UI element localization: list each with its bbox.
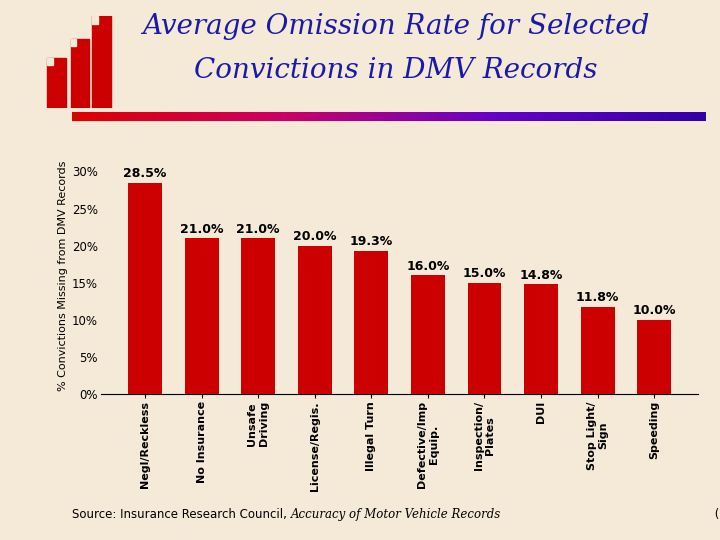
Bar [92, 16, 98, 24]
Text: Accuracy of Motor Vehicle Records: Accuracy of Motor Vehicle Records [291, 508, 501, 521]
Text: Convictions in DMV Records: Convictions in DMV Records [194, 57, 598, 84]
Text: Average Omission Rate for Selected: Average Omission Rate for Selected [143, 14, 649, 40]
Text: 28.5%: 28.5% [123, 167, 166, 180]
Text: 16.0%: 16.0% [406, 260, 449, 273]
Text: 21.0%: 21.0% [236, 222, 280, 235]
Bar [298, 246, 332, 394]
Text: 15.0%: 15.0% [463, 267, 506, 280]
Bar [354, 251, 388, 394]
Y-axis label: % Convictions Missing from DMV Records: % Convictions Missing from DMV Records [58, 160, 68, 390]
Bar [411, 275, 445, 394]
Bar [47, 57, 53, 65]
Bar [467, 283, 501, 394]
Bar [524, 284, 558, 394]
Text: 14.8%: 14.8% [519, 269, 563, 282]
Text: 10.0%: 10.0% [632, 305, 676, 318]
Bar [47, 57, 66, 108]
Text: 11.8%: 11.8% [576, 291, 619, 304]
Text: 20.0%: 20.0% [293, 230, 336, 243]
Bar [71, 39, 89, 108]
Bar [241, 238, 275, 394]
Bar [71, 39, 76, 46]
Text: (2002).: (2002). [711, 508, 720, 521]
Bar [92, 16, 111, 108]
Text: Source: Insurance Research Council,: Source: Insurance Research Council, [72, 508, 291, 521]
Text: 19.3%: 19.3% [350, 235, 393, 248]
Bar [128, 183, 162, 394]
Text: 21.0%: 21.0% [180, 222, 223, 235]
Bar [184, 238, 218, 394]
Bar [581, 307, 615, 394]
Bar [637, 320, 671, 394]
